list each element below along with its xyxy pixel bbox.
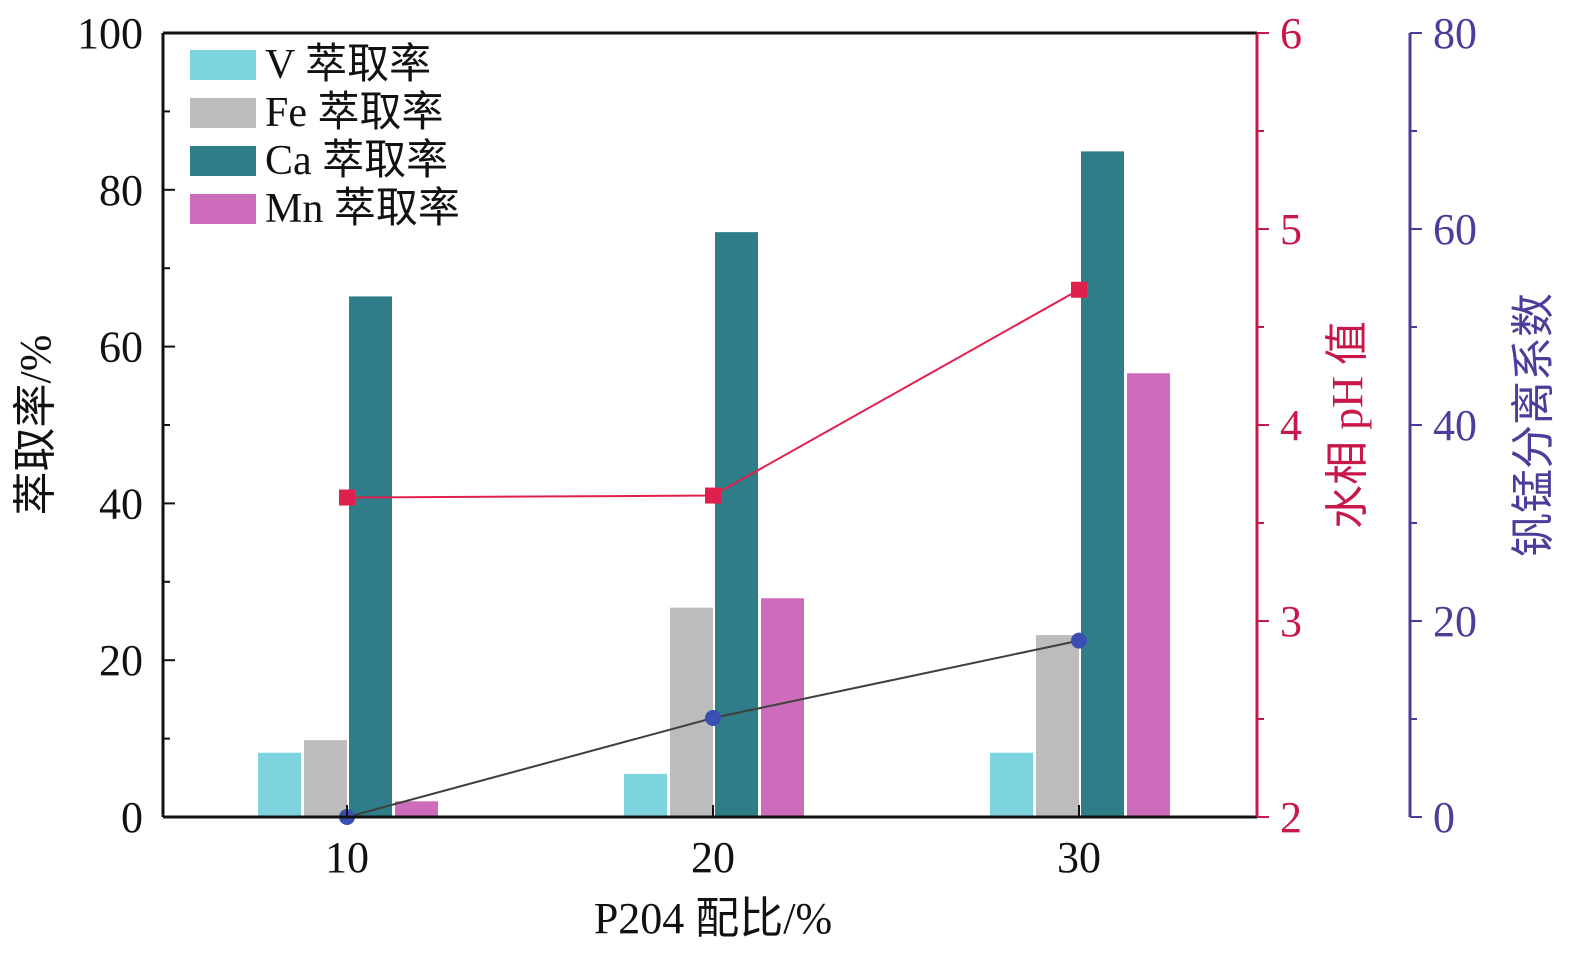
x-axis-title: P204 配比/%: [594, 894, 832, 943]
ph-marker-30: [1071, 281, 1087, 298]
y2-tick-label: 5: [1280, 205, 1302, 254]
legend-label: V 萃取率: [265, 41, 431, 88]
x-tick-label: 30: [1057, 833, 1101, 882]
bar-v-10: [258, 752, 301, 817]
bar-fe-30: [1036, 635, 1079, 817]
bar-v-20: [624, 773, 667, 817]
legend-label: Mn 萃取率: [265, 185, 460, 232]
y2-tick-label: 2: [1280, 793, 1302, 842]
separation-marker-20: [705, 710, 721, 727]
y3-tick-label: 80: [1433, 9, 1477, 58]
y3-axis-title: 钒锰分离系数: [1509, 293, 1558, 557]
separation-marker-30: [1071, 632, 1087, 649]
legend-swatch-ca: [190, 146, 256, 176]
y3-tick-label: 0: [1433, 793, 1455, 842]
bar-ca-10: [349, 296, 392, 817]
y-tick-label: 60: [99, 323, 143, 372]
y3-tick-label: 20: [1433, 597, 1477, 646]
y2-axis-title: 水相 pH 值: [1323, 321, 1372, 529]
legend-label: Ca 萃取率: [265, 137, 448, 184]
bar-ca-30: [1081, 151, 1124, 817]
y-tick-label: 100: [77, 9, 143, 58]
y-axis-title: 萃取率/%: [11, 335, 60, 516]
y2-tick-label: 4: [1280, 401, 1302, 450]
x-tick-label: 10: [325, 833, 369, 882]
bar-ca-20: [715, 232, 758, 818]
x-tick-label: 20: [691, 833, 735, 882]
ph-line: [346, 288, 1080, 499]
y2-tick-label: 3: [1280, 597, 1302, 646]
y-tick-label: 0: [121, 793, 143, 842]
y-tick-label: 40: [99, 479, 143, 528]
bar-mn-20: [761, 598, 804, 817]
ph-marker-20: [705, 487, 721, 504]
y-tick-label: 20: [99, 636, 143, 685]
legend-swatch-mn: [190, 194, 256, 224]
bar-mn-30: [1127, 373, 1170, 817]
legend-label: Fe 萃取率: [265, 89, 444, 136]
legend-swatch-v: [190, 50, 256, 80]
y-tick-label: 80: [99, 166, 143, 215]
y2-tick-label: 6: [1280, 9, 1302, 58]
y3-tick-label: 40: [1433, 401, 1477, 450]
bar-fe-10: [304, 740, 347, 817]
bar-v-30: [990, 752, 1033, 817]
ph-marker-10: [339, 489, 355, 506]
bar-fe-20: [670, 607, 713, 817]
legend-swatch-fe: [190, 98, 256, 128]
bar-mn-10: [395, 801, 438, 817]
y3-tick-label: 60: [1433, 205, 1477, 254]
